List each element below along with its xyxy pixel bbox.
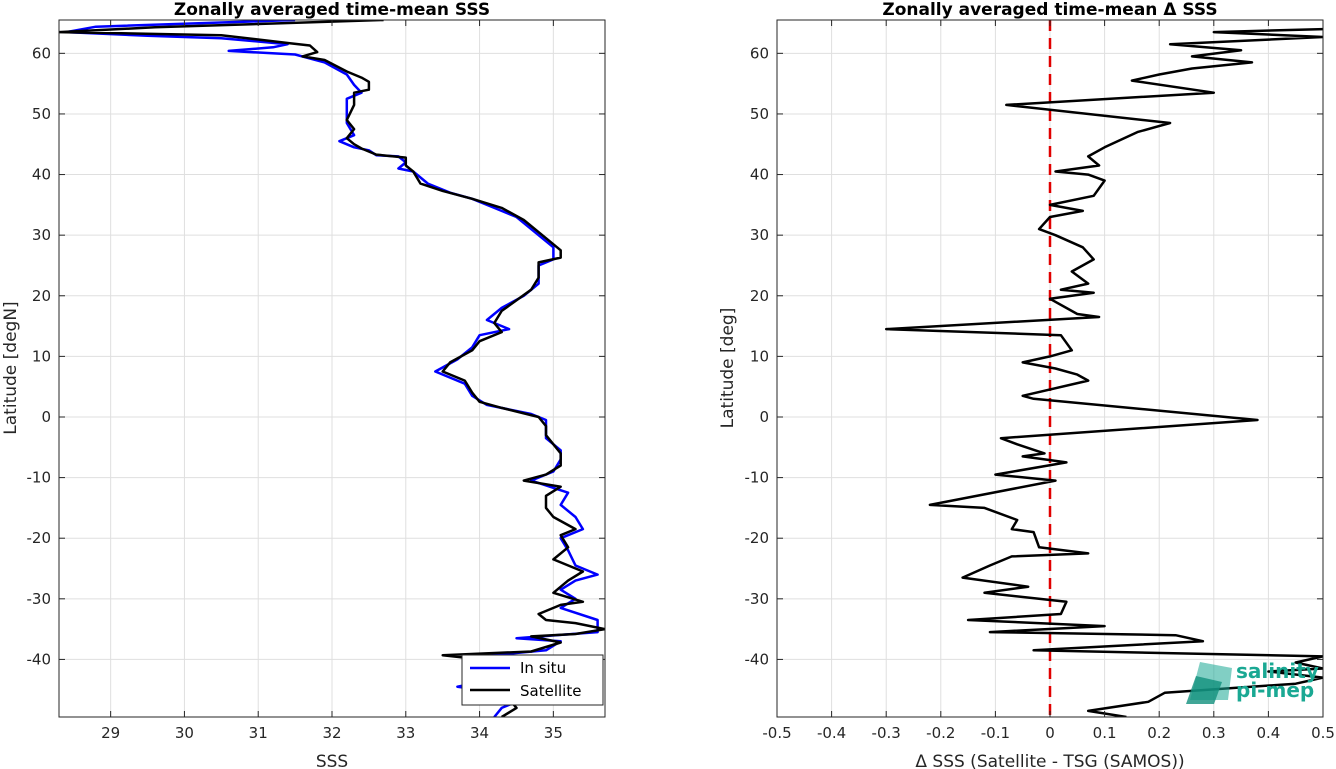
x-tick-label: 34 bbox=[470, 724, 489, 742]
x-tick-label: 0.1 bbox=[1093, 724, 1117, 742]
x-tick-label: 35 bbox=[544, 724, 563, 742]
panel-delta-sss: -0.5 -0.4 -0.3 -0.2 -0.1 0 0.1 0.2 0.3 0.4 0.5 60 50… bbox=[718, 0, 1335, 769]
x-tick-label: -0.1 bbox=[981, 724, 1010, 742]
y-axis-label-delta-sss: Latitude [deg] bbox=[718, 308, 738, 429]
series-line-in-situ bbox=[65, 20, 599, 717]
logo-mark-front bbox=[1186, 676, 1222, 704]
x-tick-label: 0.3 bbox=[1202, 724, 1226, 742]
logo-text-pi-mep: pi-mep bbox=[1236, 678, 1314, 702]
y-tick-label: 0 bbox=[759, 408, 769, 426]
y-tick-label: 30 bbox=[750, 226, 769, 244]
x-tick-label: 0.4 bbox=[1256, 724, 1280, 742]
y-tick-label: 0 bbox=[41, 408, 51, 426]
x-tick-label: -0.3 bbox=[872, 724, 901, 742]
y-tick-label: 10 bbox=[750, 347, 769, 365]
series-delta-sss bbox=[884, 20, 1323, 717]
y-tick-label: 20 bbox=[750, 287, 769, 305]
ticks-sss: 29 30 31 32 33 34 35 60 50 40 30 20 10 0 -10 -20 -30 -40 bbox=[27, 20, 605, 742]
series-sss bbox=[59, 20, 605, 717]
series-line-satellite bbox=[59, 20, 605, 717]
x-axis-label-sss: SSS bbox=[316, 752, 348, 769]
y-tick-label: 40 bbox=[32, 166, 51, 184]
y-tick-label: -10 bbox=[27, 469, 52, 487]
x-tick-label: 32 bbox=[322, 724, 341, 742]
grid-sss bbox=[59, 20, 605, 717]
panel-sss: 29 30 31 32 33 34 356050403020100-10-20-30-40 … bbox=[1, 0, 606, 769]
y-axis-label-sss: Latitude [degN] bbox=[1, 301, 21, 434]
y-tick-label: -20 bbox=[745, 529, 770, 547]
y-tick-label: 30 bbox=[32, 226, 51, 244]
y-tick-label: -10 bbox=[745, 469, 770, 487]
logo-text-salinity: salinity bbox=[1236, 659, 1319, 683]
legend-label-in-situ: In situ bbox=[520, 659, 566, 677]
y-tick-label: 60 bbox=[750, 44, 769, 62]
y-tick-label: 10 bbox=[32, 347, 51, 365]
y-tick-label: 50 bbox=[32, 105, 51, 123]
x-tick-label: 0.2 bbox=[1147, 724, 1171, 742]
y-tick-label: -30 bbox=[745, 590, 770, 608]
x-tick-label: 0 bbox=[1045, 724, 1055, 742]
legend: In situ Satellite bbox=[461, 654, 604, 706]
x-tick-label: 31 bbox=[249, 724, 268, 742]
y-tick-label: 50 bbox=[750, 105, 769, 123]
x-tick-label: -0.5 bbox=[762, 724, 791, 742]
ticks-delta-sss: -0.5 -0.4 -0.3 -0.2 -0.1 0 0.1 0.2 0.3 0.4 0.5 60 50… bbox=[745, 20, 1335, 742]
x-axis-label-delta-sss: Δ SSS (Satellite - TSG (SAMOS)) bbox=[915, 752, 1184, 769]
x-tick-label: 33 bbox=[396, 724, 415, 742]
y-tick-label: -40 bbox=[27, 650, 52, 668]
x-tick-label: -0.2 bbox=[926, 724, 955, 742]
y-tick-label: -40 bbox=[745, 650, 770, 668]
chart-title-sss: Zonally averaged time-mean SSS bbox=[174, 0, 490, 20]
y-tick-label: 60 bbox=[32, 44, 51, 62]
legend-label-satellite: Satellite bbox=[520, 682, 581, 700]
x-tick-label: 30 bbox=[175, 724, 194, 742]
y-tick-label: 40 bbox=[750, 166, 769, 184]
y-tick-label: 20 bbox=[32, 287, 51, 305]
series-line-delta bbox=[884, 27, 1323, 717]
chart-title-delta-sss: Zonally averaged time-mean Δ SSS bbox=[882, 0, 1217, 20]
x-tick-label: 0.5 bbox=[1311, 724, 1335, 742]
x-tick-label: 29 bbox=[101, 724, 120, 742]
y-tick-label: -30 bbox=[27, 590, 52, 608]
salinity-pi-mep-logo: salinity pi-mep bbox=[1186, 659, 1319, 704]
y-tick-label: -20 bbox=[27, 529, 52, 547]
x-tick-label: -0.4 bbox=[817, 724, 846, 742]
legend-box bbox=[461, 654, 604, 706]
